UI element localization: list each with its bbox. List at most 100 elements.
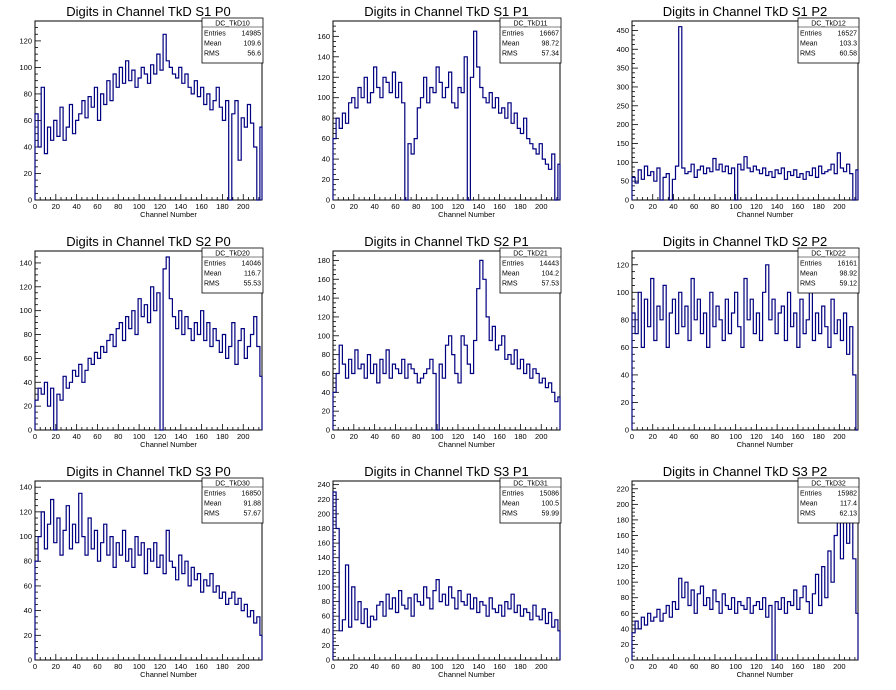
x-tick-label: 80	[711, 202, 719, 211]
x-tick-label: 80	[711, 432, 719, 441]
stats-value-rms: 57.34	[541, 51, 559, 58]
panel-title: Digits in Channel TkD S1 P1	[364, 4, 529, 19]
histogram-panel-0: Digits in Channel TkD S1 P0 0 20 40 60 80 100 1…	[19, 4, 264, 219]
stats-value-rms: 55.53	[243, 281, 261, 288]
x-tick-label: 80	[711, 662, 719, 671]
y-tick-label: 180	[317, 256, 330, 265]
stats-box: DC_TkD30 Entries 16850 Mean 91.88 RMS 57.67	[201, 477, 264, 524]
x-tick-label: 200	[535, 662, 548, 671]
stats-value-rms: 59.12	[839, 281, 857, 288]
stats-box-frame	[797, 477, 860, 524]
stats-value-mean: 103.3	[839, 41, 857, 48]
stats-box-frame	[499, 17, 562, 64]
x-tick-label: 20	[52, 662, 60, 671]
x-tick-label: 40	[669, 432, 677, 441]
stats-label-entries: Entries	[204, 491, 226, 498]
x-tick-label: 0	[630, 202, 634, 211]
x-tick-label: 160	[195, 202, 208, 211]
stats-value-entries: 15982	[838, 491, 858, 498]
stats-value-rms: 57.53	[541, 281, 559, 288]
x-tick-label: 180	[514, 202, 527, 211]
stats-label-entries: Entries	[800, 31, 822, 38]
y-tick-label: 120	[317, 312, 330, 321]
x-tick-label: 60	[391, 662, 399, 671]
stats-name: DC_TkD11	[513, 21, 547, 28]
y-tick-label: 0	[326, 656, 330, 665]
x-tick-label: 120	[154, 202, 167, 211]
x-tick-label: 40	[370, 662, 378, 671]
stats-label-mean: Mean	[800, 271, 818, 278]
x-tick-label: 60	[690, 432, 698, 441]
x-tick-label: 120	[452, 432, 465, 441]
x-tick-label: 180	[216, 202, 229, 211]
stats-label-entries: Entries	[502, 31, 524, 38]
x-tick-label: 60	[93, 202, 101, 211]
x-tick-label: 20	[649, 662, 657, 671]
stats-box-frame	[201, 247, 264, 294]
y-tick-label: 20	[24, 631, 32, 640]
y-tick-label: 250	[616, 101, 629, 110]
x-axis-label: Channel Number	[737, 440, 794, 449]
y-tick-label: 60	[24, 354, 32, 363]
y-tick-label: 60	[322, 134, 330, 143]
x-tick-label: 120	[452, 662, 465, 671]
stats-label-rms: RMS	[204, 281, 220, 288]
x-tick-label: 100	[431, 202, 444, 211]
histogram-line	[332, 491, 561, 660]
x-tick-label: 20	[52, 202, 60, 211]
stats-name: DC_TkD12	[811, 21, 846, 28]
y-tick-label: 120	[317, 73, 330, 82]
x-tick-label: 200	[535, 432, 548, 441]
x-tick-label: 20	[52, 432, 60, 441]
y-tick-label: 0	[625, 196, 629, 205]
x-tick-label: 60	[93, 432, 101, 441]
x-tick-label: 0	[630, 432, 634, 441]
y-tick-label: 80	[322, 350, 330, 359]
x-tick-label: 20	[350, 662, 358, 671]
stats-label-entries: Entries	[502, 491, 524, 498]
stats-label-rms: RMS	[800, 281, 816, 288]
x-tick-label: 160	[493, 432, 506, 441]
x-tick-label: 180	[812, 432, 825, 441]
stats-box: DC_TkD11 Entries 16667 Mean 98.72 RMS 57.34	[499, 17, 562, 64]
stats-value-entries: 14443	[540, 261, 560, 268]
y-tick-label: 300	[616, 82, 629, 91]
y-tick-label: 0	[625, 426, 629, 435]
histogram-line	[34, 492, 263, 660]
stats-value-mean: 98.72	[541, 41, 559, 48]
plot-frame	[332, 20, 561, 201]
y-tick-label: 350	[616, 64, 629, 73]
stats-label-rms: RMS	[502, 281, 518, 288]
stats-value-entries: 16527	[838, 31, 858, 38]
y-tick-label: 80	[24, 330, 32, 339]
x-tick-label: 180	[514, 662, 527, 671]
x-tick-label: 60	[93, 662, 101, 671]
stats-value-rms: 59.99	[541, 511, 559, 518]
x-tick-label: 160	[792, 662, 805, 671]
x-tick-label: 40	[72, 432, 80, 441]
stats-value-entries: 14046	[242, 261, 262, 268]
x-tick-label: 20	[350, 202, 358, 211]
x-tick-label: 40	[72, 202, 80, 211]
y-tick-label: 0	[28, 656, 32, 665]
x-tick-label: 120	[452, 202, 465, 211]
stats-name: DC_TkD20	[215, 251, 250, 258]
y-tick-label: 200	[616, 500, 629, 509]
histogram-line	[332, 259, 561, 431]
x-tick-label: 120	[750, 662, 763, 671]
y-tick-label: 40	[322, 626, 330, 635]
x-axis-label: Channel Number	[140, 210, 197, 219]
stats-value-mean: 117.4	[840, 501, 857, 508]
x-tick-label: 0	[33, 432, 37, 441]
stats-label-mean: Mean	[800, 501, 818, 508]
stats-box-frame	[797, 17, 860, 64]
y-tick-label: 200	[317, 509, 330, 518]
y-tick-label: 100	[19, 532, 32, 541]
x-tick-label: 200	[237, 202, 250, 211]
x-tick-label: 40	[370, 202, 378, 211]
x-tick-label: 40	[669, 202, 677, 211]
x-tick-label: 160	[792, 202, 805, 211]
x-tick-label: 140	[175, 662, 188, 671]
y-tick-label: 80	[322, 597, 330, 606]
x-tick-label: 0	[33, 662, 37, 671]
